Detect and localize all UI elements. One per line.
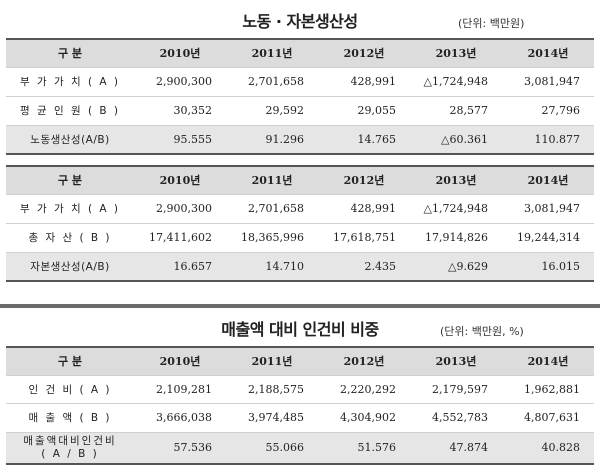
col-header: 2011년 [226,38,318,68]
unit-note: (단위: 백만원, %) [440,325,524,338]
cell: 4,304,902 [318,403,410,433]
cell: 27,796 [502,96,594,126]
cell: 14.710 [226,252,318,282]
cell: △1,724,948 [410,67,502,97]
cell: 2.435 [318,252,410,282]
cell: 91.296 [226,125,318,155]
cell: 428,991 [318,194,410,224]
header-row: 구 분 2010년 2011년 2012년 2013년 2014년 [6,38,594,68]
row-label: 평 균 인 원 ( B ) [6,96,134,126]
cell: 2,179,597 [410,375,502,404]
cell: 1,962,881 [502,375,594,404]
table-row: 자본생산성(A/B) 16.657 14.710 2.435 △9.629 16… [6,252,594,282]
cell: 19,244,314 [502,223,594,253]
unit-note: (단위: 백만원) [458,17,525,30]
col-header: 구 분 [6,38,134,68]
col-header: 2010년 [134,38,226,68]
cell: 2,900,300 [134,194,226,224]
col-header: 2013년 [410,165,502,195]
cell: 57.536 [134,432,226,465]
labor-capital-productivity-section: 노동 · 자본생산성 (단위: 백만원) 구 분 2010년 2011년 201… [0,6,600,282]
table-row: 매 출 액 ( B ) 3,666,038 3,974,485 4,304,90… [6,403,594,433]
table-row: 부 가 가 치 ( A ) 2,900,300 2,701,658 428,99… [6,67,594,97]
col-header: 2011년 [226,346,318,376]
cell: 29,055 [318,96,410,126]
cell: 2,188,575 [226,375,318,404]
labor-cost-ratio-section: 매출액 대비 인건비 비중 (단위: 백만원, %) 구 분 2010년 201… [0,314,600,465]
row-label: 매 출 액 ( B ) [6,403,134,433]
col-header: 2014년 [502,38,594,68]
cell: △9.629 [410,252,502,282]
header-row: 구 분 2010년 2011년 2012년 2013년 2014년 [6,346,594,376]
cell: 2,220,292 [318,375,410,404]
col-header: 구 분 [6,346,134,376]
cell: 16.657 [134,252,226,282]
row-label: 노동생산성(A/B) [6,125,134,155]
table-row: 노동생산성(A/B) 95.555 91.296 14.765 △60.361 … [6,125,594,155]
col-header: 2010년 [134,165,226,195]
row-label-line1: 매출액대비인건비 [23,434,117,447]
cell: 2,701,658 [226,194,318,224]
table-row: 총 자 산 ( B ) 17,411,602 18,365,996 17,618… [6,223,594,253]
row-label: 매출액대비인건비 ( A / B ) [6,432,134,465]
table-row: 평 균 인 원 ( B ) 30,352 29,592 29,055 28,57… [6,96,594,126]
cell: 4,807,631 [502,403,594,433]
cell: 3,081,947 [502,194,594,224]
cell: 18,365,996 [226,223,318,253]
cell: 428,991 [318,67,410,97]
cell: 3,081,947 [502,67,594,97]
col-header: 2013년 [410,346,502,376]
table-row: 인 건 비 ( A ) 2,109,281 2,188,575 2,220,29… [6,375,594,404]
col-header: 2012년 [318,165,410,195]
cell: 29,592 [226,96,318,126]
cell: 110.877 [502,125,594,155]
col-header: 2011년 [226,165,318,195]
cell: 51.576 [318,432,410,465]
col-header: 2012년 [318,38,410,68]
cell: 30,352 [134,96,226,126]
cell: 95.555 [134,125,226,155]
col-header: 2014년 [502,346,594,376]
cell: 28,577 [410,96,502,126]
col-header: 2014년 [502,165,594,195]
col-header: 구 분 [6,165,134,195]
row-label: 부 가 가 치 ( A ) [6,194,134,224]
row-label-line2: ( A / B ) [41,447,99,460]
row-label: 총 자 산 ( B ) [6,223,134,253]
cell: 17,914,826 [410,223,502,253]
cell: 55.066 [226,432,318,465]
labor-cost-ratio-table: 구 분 2010년 2011년 2012년 2013년 2014년 인 건 비 … [6,346,594,465]
row-label: 인 건 비 ( A ) [6,375,134,404]
cell: 2,109,281 [134,375,226,404]
cell: △60.361 [410,125,502,155]
capital-productivity-table: 구 분 2010년 2011년 2012년 2013년 2014년 부 가 가 … [6,165,594,282]
cell: △1,724,948 [410,194,502,224]
cell: 40.828 [502,432,594,465]
section-title: 매출액 대비 인건비 비중 [221,320,379,339]
row-label: 부 가 가 치 ( A ) [6,67,134,97]
section-divider [0,304,600,308]
cell: 3,666,038 [134,403,226,433]
cell: 2,701,658 [226,67,318,97]
row-label: 자본생산성(A/B) [6,252,134,282]
section-title: 노동 · 자본생산성 [242,12,358,31]
cell: 2,900,300 [134,67,226,97]
header-row: 구 분 2010년 2011년 2012년 2013년 2014년 [6,165,594,195]
cell: 17,411,602 [134,223,226,253]
col-header: 2010년 [134,346,226,376]
cell: 47.874 [410,432,502,465]
labor-productivity-table: 구 분 2010년 2011년 2012년 2013년 2014년 부 가 가 … [6,38,594,155]
cell: 16.015 [502,252,594,282]
col-header: 2013년 [410,38,502,68]
col-header: 2012년 [318,346,410,376]
cell: 3,974,485 [226,403,318,433]
cell: 14.765 [318,125,410,155]
table-row: 매출액대비인건비 ( A / B ) 57.536 55.066 51.576 … [6,432,594,465]
cell: 4,552,783 [410,403,502,433]
table-row: 부 가 가 치 ( A ) 2,900,300 2,701,658 428,99… [6,194,594,224]
cell: 17,618,751 [318,223,410,253]
